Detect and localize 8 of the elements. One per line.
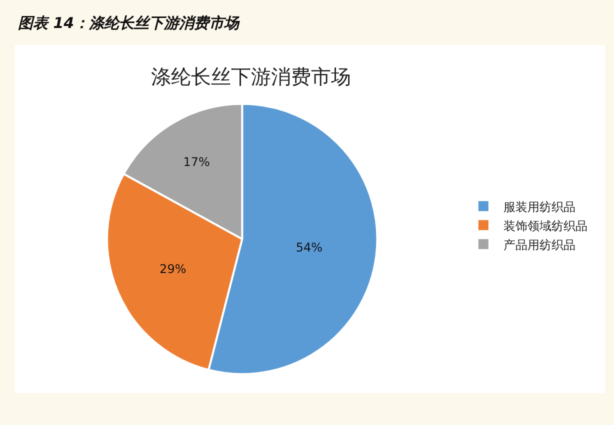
data-label: 54% [296, 240, 323, 254]
chart-title: 涤纶长丝下游消费市场 [151, 64, 351, 88]
legend-label: 服装用纺织品 [503, 200, 576, 214]
legend-label: 产品用纺织品 [503, 238, 576, 252]
data-label: 17% [183, 154, 210, 169]
legend-label: 装饰领域纺织品 [503, 218, 588, 233]
text: 图表 14：涤纶长丝下游消费市场 [18, 14, 240, 33]
data-label: 29% [160, 262, 186, 276]
